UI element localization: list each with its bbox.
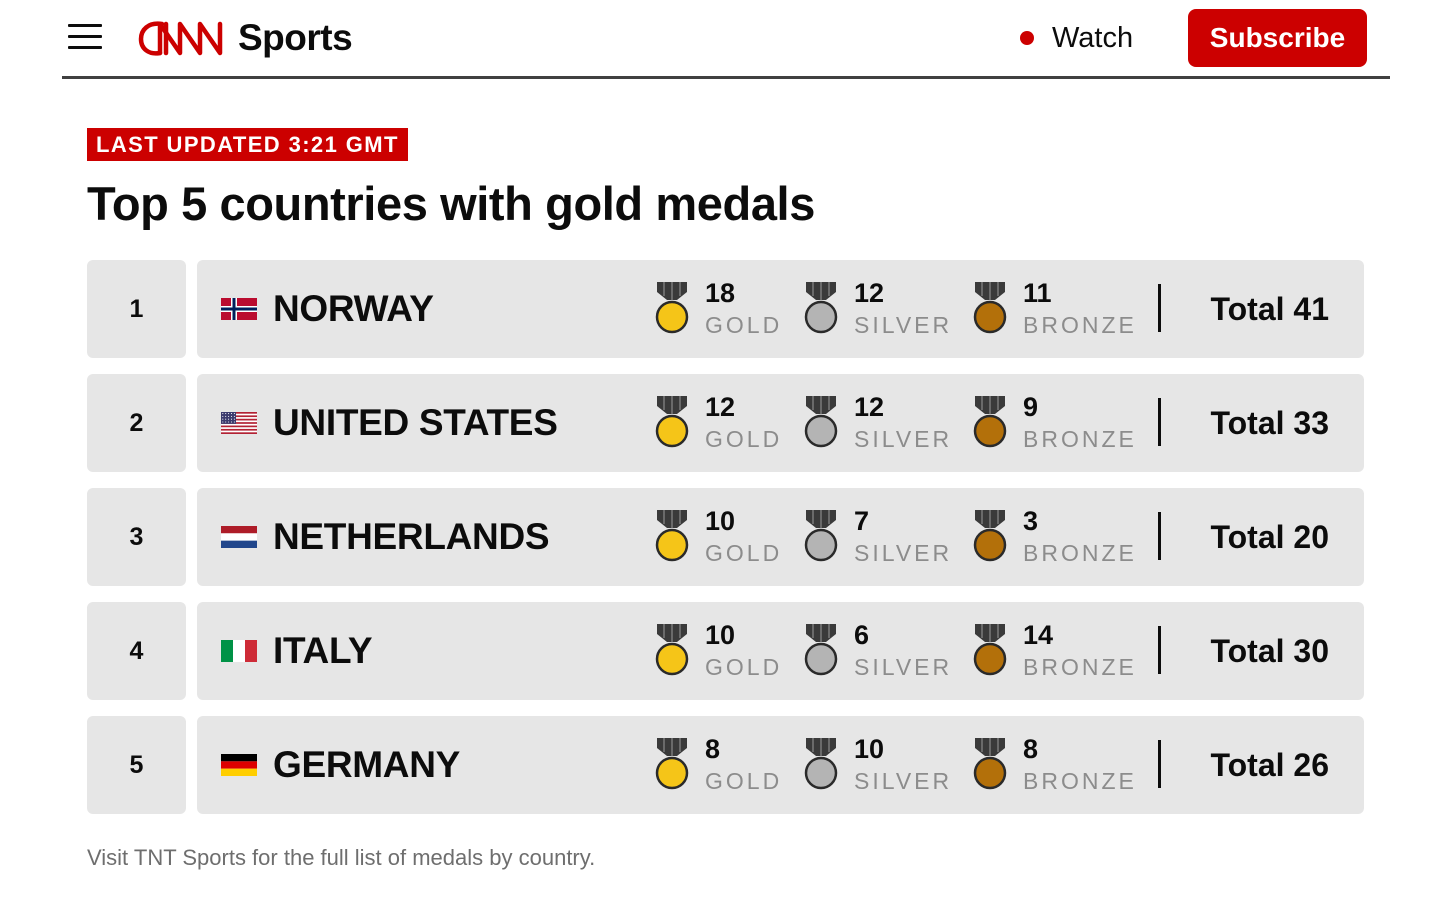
cnn-logo-icon: [138, 21, 223, 56]
country-name: NETHERLANDS: [273, 516, 550, 557]
bronze-medal-icon: [973, 396, 1007, 448]
country-card: ITALY 10 GOLD 6 SILVER 14 BRONZE Total 3…: [197, 602, 1364, 700]
country-name: NORWAY: [273, 288, 434, 329]
bronze-count: 14: [1023, 620, 1054, 650]
menu-icon[interactable]: [68, 22, 102, 50]
watch-label: Watch: [1052, 21, 1134, 54]
total-medals: Total 26: [1210, 746, 1329, 783]
country-card: NORWAY 18 GOLD 12 SILVER 11 BRONZE Total…: [197, 260, 1364, 358]
silver-label: SILVER: [854, 426, 953, 452]
country-row-5: 5 GERMANY 8 GOLD 10 SILVER 8 BRONZE Tota…: [87, 716, 1364, 814]
live-dot-icon: [1020, 31, 1034, 45]
country-name: UNITED STATES: [273, 402, 558, 443]
gold-count: 8: [705, 734, 721, 764]
silver-medal-icon: [804, 282, 838, 334]
total-medals: Total 20: [1210, 518, 1329, 555]
gold-medal-icon: [655, 738, 689, 790]
page-title: Top 5 countries with gold medals: [87, 177, 815, 230]
bronze-label: BRONZE: [1023, 426, 1137, 452]
gold-label: GOLD: [705, 768, 783, 794]
divider: [1158, 740, 1161, 788]
total-medals: Total 33: [1210, 404, 1329, 441]
silver-label: SILVER: [854, 654, 953, 680]
total-medals: Total 30: [1210, 632, 1329, 669]
silver-count: 7: [854, 506, 870, 536]
gold-label: GOLD: [705, 426, 783, 452]
gold-medal-icon: [655, 624, 689, 676]
silver-count: 12: [854, 392, 885, 422]
silver-count: 6: [854, 620, 870, 650]
divider: [1158, 284, 1161, 332]
rank-number: 5: [129, 750, 144, 779]
country-card: UNITED STATES 12 GOLD 12 SILVER 9 BRONZE…: [197, 374, 1364, 472]
italy-flag-icon: [221, 640, 257, 662]
bronze-medal-icon: [973, 282, 1007, 334]
norway-flag-icon: [221, 298, 257, 320]
rank: 1: [87, 260, 186, 358]
country-row-1: 1 NORWAY 18 GOLD 12 SILVER 11 BRONZE Tot…: [87, 260, 1364, 358]
rank-number: 2: [129, 408, 144, 437]
silver-medal-icon: [804, 624, 838, 676]
cnn-sports-logo[interactable]: Sports: [138, 14, 353, 62]
rank: 3: [87, 488, 186, 586]
bronze-medal-icon: [973, 624, 1007, 676]
silver-medal-icon: [804, 738, 838, 790]
section-name: Sports: [238, 17, 353, 58]
country-card: NETHERLANDS 10 GOLD 7 SILVER 3 BRONZE To…: [197, 488, 1364, 586]
gold-label: GOLD: [705, 312, 783, 338]
gold-label: GOLD: [705, 540, 783, 566]
bronze-count: 11: [1023, 278, 1052, 308]
gold-medal-icon: [655, 282, 689, 334]
gold-medal-icon: [655, 396, 689, 448]
rank: 4: [87, 602, 186, 700]
bronze-medal-icon: [973, 510, 1007, 562]
country-card: GERMANY 8 GOLD 10 SILVER 8 BRONZE Total …: [197, 716, 1364, 814]
country-row-3: 3 NETHERLANDS 10 GOLD 7 SILVER 3 BRONZE …: [87, 488, 1364, 586]
gold-medal-icon: [655, 510, 689, 562]
silver-medal-icon: [804, 396, 838, 448]
gold-count: 12: [705, 392, 736, 422]
germany-flag-icon: [221, 754, 257, 776]
bronze-label: BRONZE: [1023, 768, 1137, 794]
netherlands-flag-icon: [221, 526, 257, 548]
gold-count: 10: [705, 506, 736, 536]
rank-number: 1: [129, 294, 144, 323]
bronze-count: 9: [1023, 392, 1039, 422]
divider: [1158, 512, 1161, 560]
silver-label: SILVER: [854, 540, 953, 566]
bronze-label: BRONZE: [1023, 540, 1137, 566]
divider: [1158, 398, 1161, 446]
country-name: GERMANY: [273, 744, 461, 785]
silver-count: 10: [854, 734, 885, 764]
us-flag-icon: [221, 412, 257, 434]
subscribe-button[interactable]: Subscribe: [1188, 9, 1367, 67]
site-header: Sports Watch Subscribe: [62, 0, 1390, 79]
rank: 2: [87, 374, 186, 472]
bronze-count: 3: [1023, 506, 1039, 536]
rank-number: 3: [129, 522, 144, 551]
watch-link[interactable]: Watch: [1020, 18, 1133, 58]
gold-count: 10: [705, 620, 736, 650]
footnote: Visit TNT Sports for the full list of me…: [87, 845, 596, 870]
bronze-label: BRONZE: [1023, 312, 1137, 338]
bronze-medal-icon: [973, 738, 1007, 790]
rank-number: 4: [129, 636, 144, 665]
total-medals: Total 41: [1210, 290, 1329, 327]
gold-count: 18: [705, 278, 736, 308]
country-row-4: 4 ITALY 10 GOLD 6 SILVER 14 BRONZE Total…: [87, 602, 1364, 700]
bronze-label: BRONZE: [1023, 654, 1137, 680]
country-row-2: 2 UNITED STATES 12 GOLD 12 SILVER 9 BRON…: [87, 374, 1364, 472]
last-updated-badge: LAST UPDATED 3:21 GMT: [87, 128, 408, 161]
rank: 5: [87, 716, 186, 814]
bronze-count: 8: [1023, 734, 1039, 764]
silver-count: 12: [854, 278, 885, 308]
divider: [1158, 626, 1161, 674]
silver-label: SILVER: [854, 312, 953, 338]
silver-medal-icon: [804, 510, 838, 562]
country-name: ITALY: [273, 630, 373, 671]
silver-label: SILVER: [854, 768, 953, 794]
gold-label: GOLD: [705, 654, 783, 680]
